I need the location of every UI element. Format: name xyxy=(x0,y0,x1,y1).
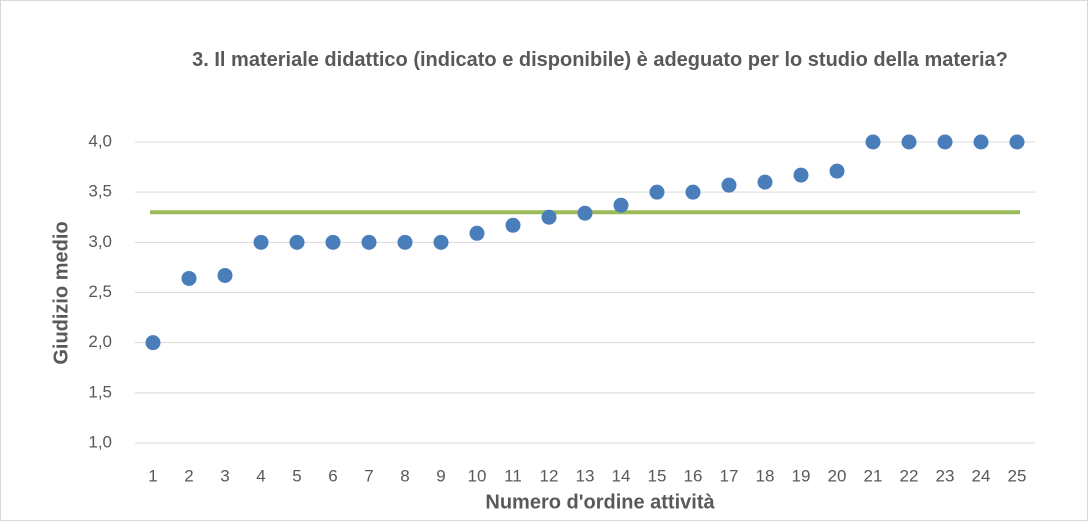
data-point xyxy=(541,209,557,225)
x-tick-label: 18 xyxy=(756,466,775,485)
y-tick-label: 3,5 xyxy=(88,182,112,201)
x-tick-label: 9 xyxy=(436,466,445,485)
y-tick-label: 1,5 xyxy=(88,382,112,401)
data-point xyxy=(433,234,449,250)
x-tick-label: 8 xyxy=(400,466,409,485)
x-tick-label: 7 xyxy=(364,466,373,485)
data-point xyxy=(505,217,521,233)
x-tick-label: 11 xyxy=(504,466,522,485)
data-point xyxy=(361,234,377,250)
data-point xyxy=(253,234,269,250)
data-point xyxy=(181,270,197,286)
data-point xyxy=(685,184,701,200)
x-tick-label: 20 xyxy=(828,466,847,485)
x-tick-label: 19 xyxy=(792,466,811,485)
data-point xyxy=(937,134,953,150)
data-point xyxy=(325,234,341,250)
y-tick-label: 4,0 xyxy=(88,131,112,150)
data-point xyxy=(973,134,989,150)
y-tick-label: 3,0 xyxy=(88,232,112,251)
x-tick-label: 25 xyxy=(1008,466,1027,485)
x-tick-label: 3 xyxy=(220,466,229,485)
data-point xyxy=(793,167,809,183)
data-point xyxy=(1009,134,1025,150)
data-point xyxy=(649,184,665,200)
data-point xyxy=(829,163,845,179)
data-point xyxy=(721,177,737,193)
data-point xyxy=(289,234,305,250)
x-tick-label: 21 xyxy=(864,466,883,485)
x-tick-label: 24 xyxy=(972,466,991,485)
data-point xyxy=(757,174,773,190)
y-tick-label: 2,0 xyxy=(88,332,112,351)
x-tick-label: 16 xyxy=(684,466,703,485)
x-tick-label: 12 xyxy=(540,466,559,485)
data-point xyxy=(865,134,881,150)
x-tick-label: 13 xyxy=(576,466,595,485)
x-tick-label: 14 xyxy=(612,466,631,485)
chart-title: 3. Il materiale didattico (indicato e di… xyxy=(192,49,1008,71)
x-tick-label: 17 xyxy=(720,466,739,485)
x-axis-label: Numero d'ordine attività xyxy=(485,491,715,513)
y-tick-label: 1,0 xyxy=(88,432,112,451)
data-point xyxy=(577,205,593,221)
y-axis-label: Giudizio medio xyxy=(50,221,72,364)
data-point xyxy=(397,234,413,250)
data-point xyxy=(469,225,485,241)
x-tick-label: 10 xyxy=(468,466,487,485)
data-point xyxy=(901,134,917,150)
data-point xyxy=(613,197,629,213)
x-tick-label: 6 xyxy=(328,466,337,485)
x-tick-label: 15 xyxy=(648,466,667,485)
x-tick-label: 1 xyxy=(148,466,157,485)
x-tick-label: 23 xyxy=(936,466,955,485)
x-tick-label: 22 xyxy=(900,466,919,485)
x-tick-label: 5 xyxy=(292,466,301,485)
data-point xyxy=(217,267,233,283)
data-point xyxy=(145,335,161,351)
x-tick-label: 2 xyxy=(184,466,193,485)
x-tick-label: 4 xyxy=(256,466,265,485)
y-tick-label: 2,5 xyxy=(88,282,112,301)
